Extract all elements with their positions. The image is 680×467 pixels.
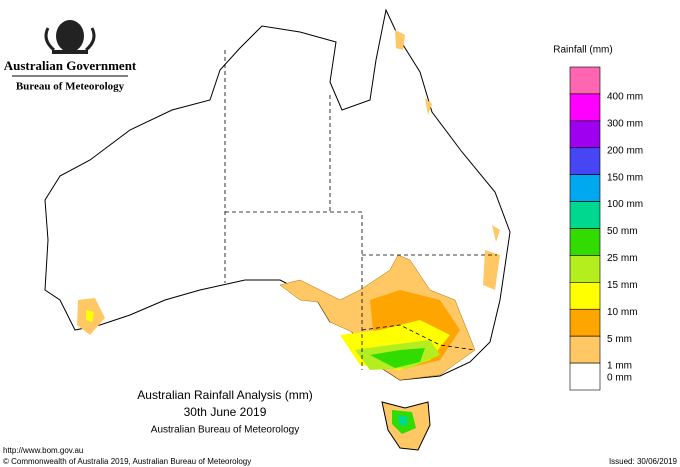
- map-date: 30th June 2019: [184, 405, 267, 419]
- legend-swatch: [569, 255, 601, 283]
- legend-label: 50 mm: [607, 226, 638, 237]
- legend-label: 0 mm: [607, 373, 632, 384]
- legend-swatch: [569, 282, 601, 310]
- legend-label: 300 mm: [607, 118, 643, 129]
- legend-swatch: [569, 93, 601, 122]
- footer-copyright: © Commonwealth of Australia 2019, Austra…: [3, 457, 251, 466]
- legend-swatch: [569, 228, 601, 256]
- legend: 400 mm 300 mm 200 mm 150 mm 100 mm 50 mm 25 mm…: [569, 66, 643, 391]
- rainfall-areas: [77, 30, 500, 381]
- legend-swatch: [569, 308, 601, 337]
- tasmania-rain: [398, 415, 408, 426]
- legend-swatch: [569, 66, 601, 95]
- legend-label: 100 mm: [607, 199, 643, 210]
- legend-label: 5 mm: [607, 334, 632, 345]
- legend-swatch: [569, 174, 601, 202]
- legend-swatch: [569, 120, 601, 149]
- map-title: Australian Rainfall Analysis (mm): [137, 388, 312, 402]
- legend-label: 150 mm: [607, 172, 643, 183]
- coat-of-arms: [44, 20, 96, 54]
- bureau-name: Bureau of Meteorology: [16, 81, 125, 93]
- legend-label: 1 mm: [607, 361, 632, 372]
- legend-title: Rainfall (mm): [553, 45, 612, 56]
- footer-issued: Issued: 30/06/2019: [609, 457, 678, 466]
- legend-swatch: [569, 362, 601, 391]
- legend-swatch: [569, 147, 601, 175]
- legend-label: 10 mm: [607, 307, 638, 318]
- map-source: Australian Bureau of Meteorology: [151, 425, 299, 436]
- legend-label: 15 mm: [607, 280, 638, 291]
- footer-url[interactable]: http://www.bom.gov.au: [3, 446, 83, 455]
- state-borders: [224, 50, 497, 370]
- legend-label: 200 mm: [607, 145, 643, 156]
- legend-label: 25 mm: [607, 253, 638, 264]
- agency-name: Australian Government: [4, 58, 137, 73]
- legend-swatch: [569, 201, 601, 229]
- legend-label: 400 mm: [607, 92, 643, 103]
- legend-swatch: [569, 335, 601, 364]
